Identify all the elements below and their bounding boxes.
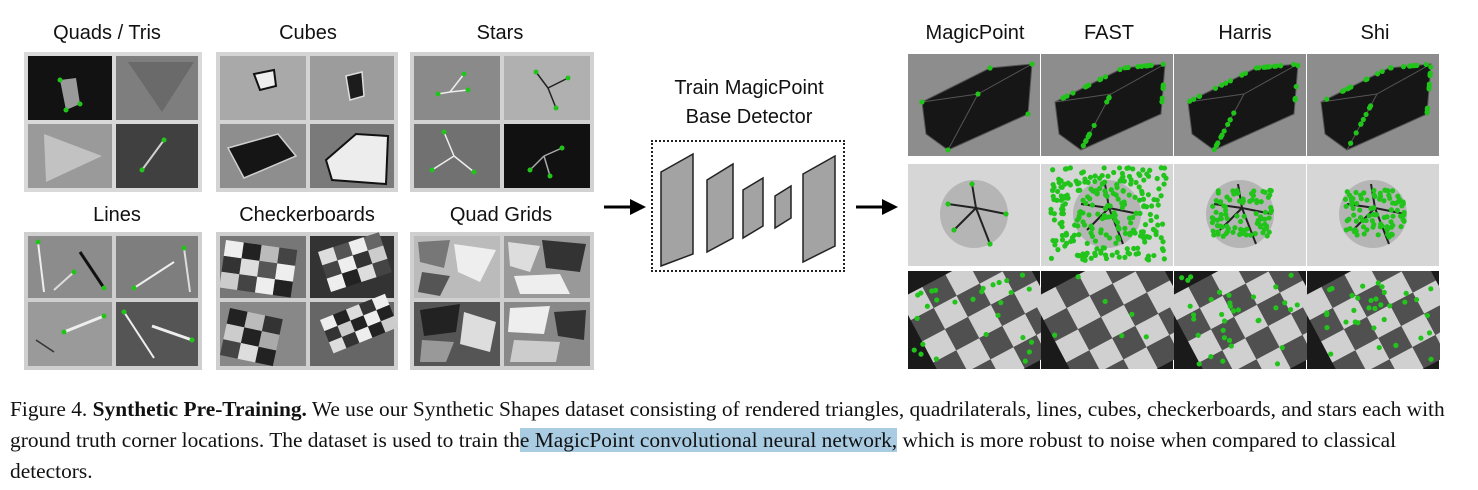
column-label-fast: FAST [1083, 22, 1134, 44]
arrow-right-icon-1 [604, 199, 646, 215]
detector-title-line1: Train MagicPoint [674, 77, 824, 99]
group-label-lines: Lines [93, 204, 141, 226]
lines-panel [24, 232, 202, 370]
group-label-quad-grids: Quad Grids [449, 204, 553, 226]
caption-highlighted-text: e MagicPoint convolutional neural networ… [519, 428, 898, 452]
group-label-checkerboards: Checkerboards [239, 204, 375, 226]
caption-text-part1: We use our Synthetic Shapes dataset cons… [10, 397, 1445, 452]
caption-bold-title: Synthetic Pre-Training. [92, 397, 307, 421]
quads-tris-panel [24, 52, 202, 192]
column-label-shi: Shi [1360, 22, 1390, 44]
detector-title-line2: Base Detector [685, 106, 813, 128]
comparison-row-checkerboard [908, 271, 1440, 369]
figure-caption: Figure 4. Synthetic Pre-Training. We use… [10, 394, 1472, 487]
arrow-right-icon-2 [856, 199, 898, 215]
group-label-stars: Stars [476, 22, 524, 44]
checkerboards-panel [216, 232, 398, 370]
comparison-row-cube [908, 54, 1440, 156]
network-diagram [651, 140, 845, 272]
caption-text-part2: which is more robust to noise when compa… [10, 428, 1397, 483]
caption-figure-label: Figure 4. [10, 397, 88, 421]
quad-grids-panel [410, 232, 594, 370]
column-label-harris: Harris [1218, 22, 1272, 44]
group-label-cubes: Cubes [279, 22, 337, 44]
column-label-magicpoint: MagicPoint [925, 22, 1025, 44]
stars-panel [410, 52, 594, 192]
group-label-quads-tris: Quads / Tris [53, 22, 161, 44]
cubes-panel [216, 52, 398, 192]
comparison-row-star [908, 164, 1440, 266]
